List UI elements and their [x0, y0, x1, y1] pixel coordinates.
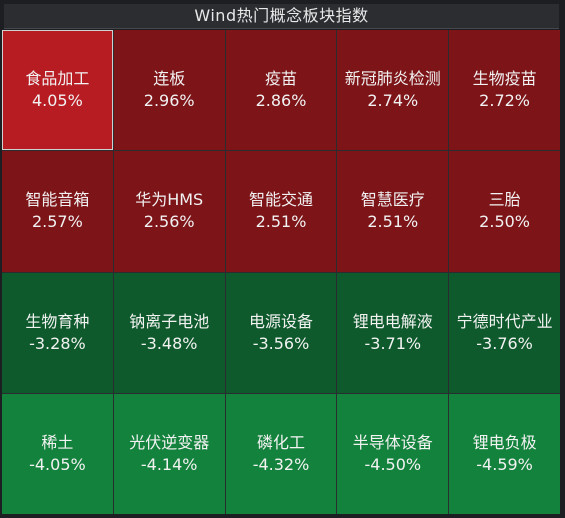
sector-tile-catl-chain[interactable]: 宁德时代产业 -3.76%: [449, 272, 560, 393]
sector-tile-limit-up-streak[interactable]: 连板 2.96%: [113, 30, 225, 151]
sector-tile-semiconductor-equipment[interactable]: 半导体设备 -4.50%: [337, 393, 449, 514]
sector-tile-sodium-ion-battery[interactable]: 钠离子电池 -3.48%: [113, 272, 225, 393]
sector-change: -3.71%: [364, 333, 422, 353]
sector-change: -3.28%: [29, 333, 86, 353]
sector-name: 生物疫苗: [472, 69, 537, 89]
sector-name: 连板: [153, 69, 186, 89]
sector-name: 光伏逆变器: [129, 432, 210, 452]
panel-title: Wind热门概念板块指数: [4, 4, 559, 29]
sector-name: 半导体设备: [352, 432, 433, 452]
sector-change: -3.56%: [252, 333, 310, 353]
sector-tile-power-equipment[interactable]: 电源设备 -3.56%: [225, 272, 337, 393]
sector-tile-lithium-anode[interactable]: 锂电负极 -4.59%: [449, 393, 560, 514]
sector-name: 稀土: [41, 432, 74, 452]
sector-tile-smart-speaker[interactable]: 智能音箱 2.57%: [2, 151, 113, 272]
sector-tile-rare-earth[interactable]: 稀土 -4.05%: [2, 393, 113, 514]
sector-tile-food-processing[interactable]: 食品加工 4.05%: [2, 30, 113, 151]
sector-tile-smart-traffic[interactable]: 智能交通 2.51%: [225, 151, 337, 272]
sector-change: -4.05%: [29, 454, 86, 474]
sector-change: -4.50%: [364, 454, 422, 474]
sector-change: 2.50%: [479, 212, 530, 232]
sector-name: 锂电电解液: [352, 311, 433, 331]
sector-tile-three-child[interactable]: 三胎 2.50%: [449, 151, 560, 272]
sector-change: 2.74%: [367, 91, 419, 111]
sector-change: 2.96%: [143, 91, 195, 111]
sector-tile-bio-vaccine[interactable]: 生物疫苗 2.72%: [449, 30, 560, 151]
sector-change: -4.14%: [140, 454, 198, 474]
sector-name: 疫苗: [264, 69, 297, 89]
sector-change: 2.56%: [143, 212, 195, 232]
sector-name: 三胎: [488, 190, 521, 210]
sector-name: 锂电负极: [472, 432, 537, 452]
sector-name: 华为HMS: [135, 190, 204, 210]
sector-change: -4.32%: [252, 454, 310, 474]
sector-tile-lithium-electrolyte[interactable]: 锂电电解液 -3.71%: [337, 272, 449, 393]
sector-tile-huawei-hms[interactable]: 华为HMS 2.56%: [113, 151, 225, 272]
sector-name: 智慧医疗: [360, 190, 425, 210]
sector-change: 4.05%: [31, 91, 83, 111]
sector-name: 磷化工: [256, 432, 305, 452]
sector-heatmap-grid: 食品加工 4.05% 连板 2.96% 疫苗 2.86% 新冠肺炎检测 2.74…: [2, 30, 560, 514]
sector-tile-vaccine[interactable]: 疫苗 2.86%: [225, 30, 337, 151]
sector-name: 钠离子电池: [129, 311, 210, 331]
sector-change: -3.48%: [140, 333, 198, 353]
sector-tile-smart-healthcare[interactable]: 智慧医疗 2.51%: [337, 151, 449, 272]
sector-name: 生物育种: [25, 311, 90, 331]
sector-name: 智能交通: [248, 190, 313, 210]
sector-change: 2.51%: [367, 212, 419, 232]
sector-tile-pv-inverter[interactable]: 光伏逆变器 -4.14%: [113, 393, 225, 514]
sector-name: 新冠肺炎检测: [344, 69, 441, 89]
sector-tile-phosphorus-chemical[interactable]: 磷化工 -4.32%: [225, 393, 337, 514]
sector-tile-bio-breeding[interactable]: 生物育种 -3.28%: [2, 272, 113, 393]
sector-name: 智能音箱: [25, 190, 90, 210]
sector-name: 食品加工: [25, 69, 90, 89]
sector-name: 宁德时代产业: [456, 311, 553, 331]
sector-tile-covid-testing[interactable]: 新冠肺炎检测 2.74%: [337, 30, 449, 151]
sector-change: 2.86%: [255, 91, 307, 111]
sector-change: 2.51%: [255, 212, 307, 232]
sector-change: 2.72%: [479, 91, 530, 111]
sector-change: 2.57%: [31, 212, 83, 232]
sector-name: 电源设备: [248, 311, 313, 331]
sector-change: -3.76%: [476, 333, 533, 353]
sector-change: -4.59%: [476, 454, 533, 474]
